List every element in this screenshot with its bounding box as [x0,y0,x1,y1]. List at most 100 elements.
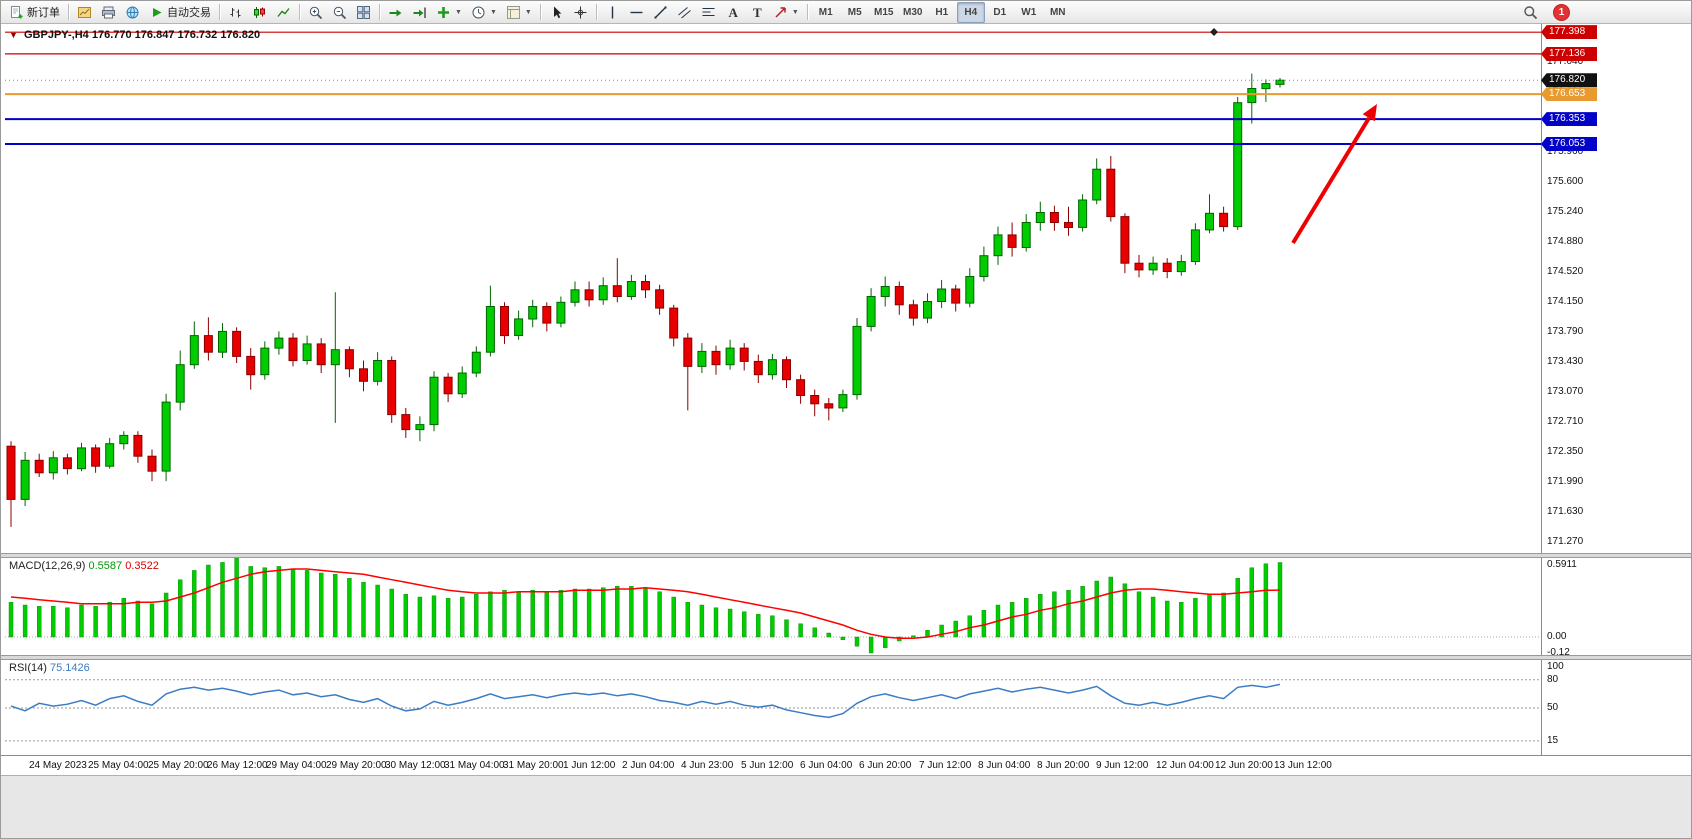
axis-tick-label: 173.430 [1547,356,1584,368]
time-label: 13 Jun 12:00 [1274,760,1332,771]
fibo-icon [701,5,716,20]
timeframe-m5-button[interactable]: M5 [847,6,862,18]
price-label-176.353: 176.353 [1541,112,1597,127]
toolbar-separator [539,4,541,20]
cursor-icon [549,5,564,20]
macd-panel-splitter[interactable] [1,553,1691,558]
bid-price-label: 176.820 [1541,73,1597,88]
caret-down-icon: ▼ [455,8,462,16]
time-label: 6 Jun 20:00 [859,760,912,771]
axis-tick-label: 177.040 [1547,55,1584,67]
macd-indicator-label: MACD(12,26,9) 0.5587 0.3522 [9,560,159,572]
community-button[interactable] [121,2,144,23]
timeframe-mn-button[interactable]: MN [1049,6,1066,18]
new-order-button-label: 新订单 [27,7,60,19]
zoom-out-icon [332,5,347,20]
horizontal-line-button[interactable] [625,2,648,23]
text-label-button[interactable]: T [745,2,768,23]
auto-scroll-icon [388,5,403,20]
time-label: 7 Jun 12:00 [919,760,972,771]
hline-icon [629,5,644,20]
chart-shift-button[interactable] [408,2,431,23]
timeframe-w1-button[interactable]: W1 [1021,6,1037,18]
printer-icon [101,5,116,20]
axis-tick-label: 0.5911 [1547,559,1577,570]
time-label: 25 May 04:00 [88,760,149,771]
cursor-button[interactable] [545,2,568,23]
zoom-in-icon [308,5,323,20]
axis-tick-label: 174.150 [1547,296,1584,308]
toolbar-separator [595,4,597,20]
timeframe-m30-button[interactable]: M30 [903,6,923,18]
timeframe-h1-button[interactable]: H1 [935,6,949,18]
fibonacci-button[interactable] [697,2,720,23]
tile-windows-button[interactable] [352,2,375,23]
indicators-button[interactable]: ▼ [432,2,466,23]
price-label-176.053: 176.053 [1541,137,1597,152]
toolbar-separator [299,4,300,20]
time-label: 30 May 12:00 [385,760,446,771]
axis-tick-label: 171.990 [1547,475,1584,487]
crosshair-button[interactable] [569,2,592,23]
price-label-176.653: 176.653 [1541,87,1597,102]
trendline-button[interactable] [649,2,672,23]
time-label: 24 May 2023 [29,760,87,771]
timeframe-m1-button[interactable]: M1 [818,6,833,18]
one-click-trading-toggle[interactable]: ▼ [9,30,18,40]
equidistant-channel-button[interactable] [673,2,696,23]
globe-icon [125,5,140,20]
templates-button[interactable]: ▼ [502,2,536,23]
symbol-period-label: GBPJPY-,H4 [23,29,89,41]
text-button[interactable]: A [721,2,744,23]
text-icon: A [725,5,740,20]
auto-scroll-button[interactable] [384,2,407,23]
time-label: 1 Jun 12:00 [563,760,616,771]
axis-tick-label: 172.350 [1547,446,1584,458]
price-axis[interactable]: 177.040176.680176.320175.960175.600175.2… [1541,24,1691,755]
line-chart-button[interactable] [272,2,295,23]
time-label: 9 Jun 12:00 [1096,760,1149,771]
vertical-line-button[interactable] [601,2,624,23]
axis-tick-label: 80 [1547,673,1559,685]
axis-tick-label: 175.600 [1547,175,1584,187]
svg-text:T: T [753,5,762,20]
line-chart-icon [276,5,291,20]
time-label: 5 Jun 12:00 [741,760,794,771]
zoom-out-button[interactable] [328,2,351,23]
print-button[interactable] [97,2,120,23]
time-axis[interactable]: 24 May 2023 25 May 04:00 25 May 20:00 26 Ma… [1,755,1691,775]
toolbar-separator [219,4,220,20]
rsi-panel-splitter[interactable] [1,655,1691,660]
timeframe-m15-button[interactable]: M15 [874,6,894,18]
axis-tick-label: 175.960 [1547,145,1584,157]
macd-signal-value: 0.3522 [125,560,159,572]
arrow-obj-icon [773,5,788,20]
crosshair-icon [573,5,588,20]
timeframe-h4-button[interactable]: H4 [956,1,985,23]
time-label: 8 Jun 04:00 [978,760,1031,771]
bar-chart-button[interactable] [224,2,247,23]
timeframe-d1-button[interactable]: D1 [993,6,1007,18]
channel-icon [677,5,692,20]
toolbar-separator [68,4,69,20]
chart-background [1,24,1691,755]
caret-down-icon: ▼ [489,8,497,16]
new-chart-button[interactable] [73,2,96,23]
zoom-in-button[interactable] [304,2,327,23]
toolbar-separator [379,4,380,20]
time-label: 31 May 04:00 [444,760,505,771]
indicators-icon [436,5,451,20]
toolbar: 新订单 自动交易 ▼ ▼ ▼ A T ▼ M1 M5 M15 M30 H1 H4 D1 W1 MN 1 [1,1,1691,24]
trendline-icon [653,5,668,20]
autotrading-button-label: 自动交易 [167,7,211,19]
toolbar-right: 1 [1519,2,1569,23]
search-button[interactable] [1519,2,1542,23]
notification-badge[interactable]: 1 [1554,4,1569,20]
candlestick-chart-button[interactable] [248,2,271,23]
arrows-button[interactable]: ▼ [769,2,803,23]
autotrading-button[interactable]: 自动交易 [145,2,215,23]
axis-tick-label: 174.520 [1547,265,1584,277]
new-order-button[interactable]: 新订单 [5,2,64,23]
axis-tick-label: 172.710 [1547,416,1584,428]
periods-button[interactable]: ▼ [467,2,501,23]
